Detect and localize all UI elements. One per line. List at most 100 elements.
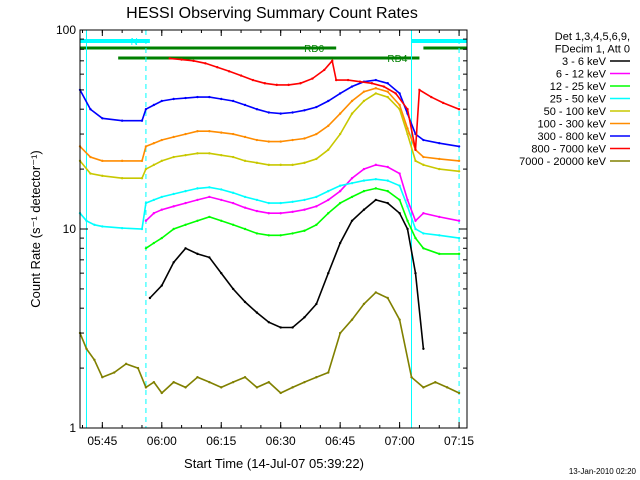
data-point	[140, 119, 144, 122]
data-point	[457, 145, 461, 148]
data-point	[120, 159, 124, 163]
data-point	[398, 103, 401, 107]
data-point	[220, 271, 223, 275]
data-point	[279, 212, 282, 215]
annotation-label: N	[131, 37, 138, 48]
data-point	[331, 59, 334, 63]
data-point	[152, 198, 156, 202]
data-point	[172, 227, 175, 231]
data-point	[196, 95, 199, 99]
data-point	[172, 380, 175, 384]
data-point	[231, 380, 235, 384]
series-line	[79, 178, 460, 239]
data-point	[101, 159, 104, 163]
data-point	[184, 386, 187, 389]
data-point	[101, 376, 104, 379]
plot-background	[80, 30, 467, 428]
data-point	[243, 227, 247, 231]
data-point	[279, 326, 282, 329]
data-point	[160, 195, 163, 199]
data-point	[267, 212, 271, 215]
data-point	[374, 92, 378, 95]
data-point	[144, 219, 148, 222]
data-point	[315, 105, 318, 109]
data-point	[406, 127, 409, 130]
data-point	[338, 331, 342, 335]
data-point	[184, 96, 187, 100]
data-point	[267, 201, 271, 205]
data-point	[358, 80, 362, 83]
data-point	[406, 198, 409, 202]
data-point	[414, 227, 417, 231]
data-point	[303, 161, 306, 165]
data-point	[350, 219, 354, 222]
data-point	[93, 223, 96, 226]
data-point	[438, 141, 441, 145]
data-point	[89, 172, 92, 175]
data-point	[160, 208, 163, 211]
data-point	[438, 252, 441, 256]
data-point	[327, 371, 330, 374]
data-point	[144, 145, 148, 148]
data-point	[263, 82, 267, 85]
data-point	[430, 95, 433, 99]
data-point	[338, 189, 342, 193]
data-point	[255, 138, 259, 142]
data-point	[386, 296, 389, 300]
data-point	[101, 117, 104, 120]
data-point	[124, 362, 128, 366]
data-point	[406, 205, 409, 208]
annotation-label: RD0	[304, 44, 324, 55]
data-point	[422, 232, 425, 235]
data-point	[184, 132, 187, 136]
legend-label: 6 - 12 keV	[556, 69, 607, 81]
data-point	[386, 90, 389, 93]
data-point	[445, 386, 449, 389]
data-point	[374, 78, 378, 82]
data-point	[362, 208, 366, 211]
y-axis: 1 10 100	[56, 23, 467, 435]
y-tick-label: 100	[56, 23, 76, 37]
data-point	[279, 163, 282, 167]
data-point	[216, 66, 219, 69]
data-point	[184, 247, 187, 250]
legend-header: Det 1,3,4,5,6,9,	[555, 31, 630, 43]
data-point	[243, 135, 247, 139]
data-point	[362, 90, 366, 93]
data-point	[457, 391, 461, 395]
data-point	[291, 138, 294, 142]
data-point	[350, 85, 354, 88]
data-point	[184, 153, 187, 157]
data-point	[89, 107, 92, 111]
legend-label: 3 - 6 keV	[562, 56, 607, 68]
data-point	[204, 62, 207, 65]
x-tick-label: 06:45	[325, 434, 355, 448]
data-point	[386, 82, 389, 85]
data-point	[291, 210, 294, 214]
data-point	[311, 77, 314, 80]
data-point	[438, 215, 441, 219]
data-point	[362, 189, 366, 193]
data-point	[457, 236, 461, 240]
data-point	[303, 198, 306, 202]
data-point	[220, 386, 223, 389]
data-point	[422, 386, 425, 389]
data-point	[120, 177, 124, 180]
data-point	[422, 155, 425, 159]
data-point	[457, 159, 461, 163]
data-point	[386, 179, 389, 182]
y-tick-label: 10	[63, 222, 77, 236]
x-tick-label: 05:45	[87, 434, 117, 448]
data-point	[231, 191, 235, 195]
data-point	[442, 101, 445, 105]
data-point	[220, 219, 223, 222]
data-point	[434, 380, 437, 384]
data-point	[338, 112, 342, 115]
data-point	[255, 107, 259, 111]
data-point	[414, 159, 417, 163]
x-axis: 05:45 06:00 06:15 06:30 06:45 07:00 07:15	[82, 30, 474, 448]
data-point	[267, 163, 271, 167]
data-point	[168, 57, 171, 60]
data-point	[220, 131, 223, 134]
data-point	[287, 83, 290, 87]
